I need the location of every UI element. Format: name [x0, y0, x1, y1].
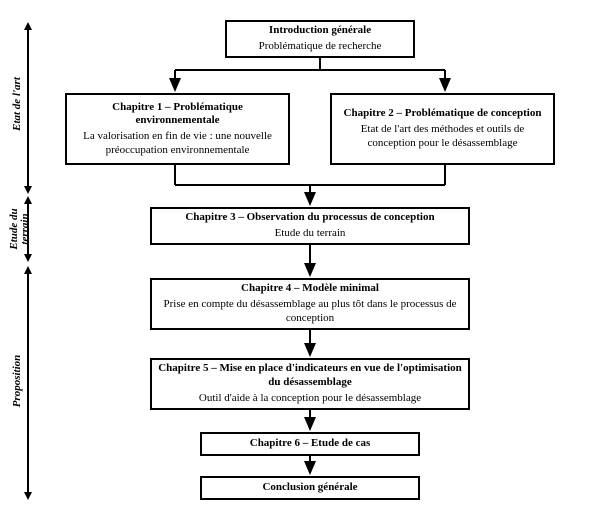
- box-title: Conclusion générale: [208, 481, 412, 495]
- section-label-text: Etude duterrain: [8, 208, 31, 249]
- box-intro: Introduction générale Problématique de r…: [225, 20, 415, 58]
- section-label-etat-art: Etat de l'art: [11, 69, 23, 139]
- box-title: Chapitre 4 – Modèle minimal: [158, 282, 462, 296]
- box-chap5: Chapitre 5 – Mise en place d'indicateurs…: [150, 358, 470, 410]
- box-sub: La valorisation en fin de vie : une nouv…: [73, 130, 282, 158]
- box-sub: Problématique de recherche: [233, 40, 407, 54]
- box-title: Introduction générale: [233, 24, 407, 38]
- box-chap4: Chapitre 4 – Modèle minimal Prise en com…: [150, 278, 470, 330]
- box-title: Chapitre 5 – Mise en place d'indicateurs…: [158, 362, 462, 390]
- box-sub: Etude du terrain: [158, 227, 462, 241]
- box-sub: Outil d'aide à la conception pour le dés…: [158, 392, 462, 406]
- box-sub: Etat de l'art des méthodes et outils de …: [338, 123, 547, 151]
- box-title: Chapitre 3 – Observation du processus de…: [158, 211, 462, 225]
- box-title: Chapitre 6 – Etude de cas: [208, 437, 412, 451]
- box-chap3: Chapitre 3 – Observation du processus de…: [150, 207, 470, 245]
- section-bracket-etat-art: [24, 22, 32, 194]
- box-chap1: Chapitre 1 – Problématique environnement…: [65, 93, 290, 165]
- box-chap6: Chapitre 6 – Etude de cas: [200, 432, 420, 456]
- box-sub: Prise en compte du désassemblage au plus…: [158, 298, 462, 326]
- section-label-text: Etat de l'art: [11, 77, 23, 131]
- box-conclusion: Conclusion générale: [200, 476, 420, 500]
- section-label-text: Proposition: [11, 355, 23, 408]
- section-label-terrain: Etude duterrain: [9, 199, 31, 259]
- box-title: Chapitre 2 – Problématique de conception: [338, 107, 547, 121]
- section-bracket-proposition: [24, 266, 32, 500]
- section-label-proposition: Proposition: [11, 346, 23, 416]
- box-title: Chapitre 1 – Problématique environnement…: [73, 101, 282, 129]
- box-chap2: Chapitre 2 – Problématique de conception…: [330, 93, 555, 165]
